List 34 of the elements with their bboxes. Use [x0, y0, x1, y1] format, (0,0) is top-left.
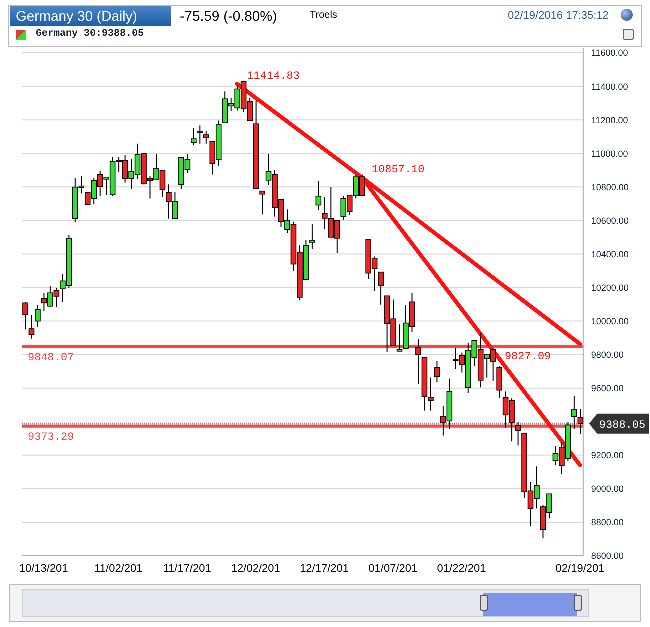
y-tick-label: 11600.00	[591, 48, 628, 58]
x-tick-label: 10/13/201	[19, 562, 68, 575]
x-tick-label: 12/17/201	[300, 562, 349, 575]
x-tick-label: 02/19/201	[556, 562, 605, 575]
chart-title: Germany 30 (Daily)	[10, 6, 171, 26]
data-label: 11414.83	[247, 71, 300, 84]
y-tick-label: 10600.00	[591, 216, 629, 226]
y-tick-label: 10200.00	[591, 282, 629, 293]
x-tick-label: 01/22/201	[437, 562, 486, 575]
y-tick-label: 9600.00	[591, 384, 624, 394]
y-tick-label: 8800.00	[591, 518, 624, 528]
data-label: 9827.09	[504, 352, 552, 364]
text: -75.59 (-0.80%)	[180, 7, 278, 25]
ref-line-label: 9388.05	[599, 420, 646, 432]
x-tick-label: 01/07/201	[368, 562, 418, 575]
y-tick-label: 9200.00	[591, 450, 624, 461]
ref-line-label: 9373.29	[28, 432, 74, 444]
text: Troels	[310, 9, 338, 23]
y-tick-label: 9800.00	[591, 350, 624, 360]
data-label: 10857.10	[372, 164, 425, 177]
y-tick-label: 11200.00	[591, 115, 628, 126]
x-tick-label: 11/02/201	[94, 562, 143, 575]
y-tick-label: 9000.00	[591, 484, 624, 494]
y-tick-label: 11400.00	[591, 82, 628, 92]
y-tick-label: 10800.00	[591, 182, 629, 192]
text: 02/19/2016 17:35:12	[508, 9, 609, 23]
x-tick-label: 11/17/201	[163, 562, 212, 575]
ref-line-label: 9848.07	[28, 352, 74, 365]
y-tick-label: 10000.00	[591, 316, 629, 326]
x-tick-label: 12/02/201	[231, 562, 280, 575]
y-tick-label: 8600.00	[591, 551, 624, 562]
chart-subtitle: Germany 30:9388.05	[36, 29, 144, 41]
y-tick-label: 11000.00	[591, 148, 628, 159]
y-tick-label: 10400.00	[591, 249, 629, 260]
